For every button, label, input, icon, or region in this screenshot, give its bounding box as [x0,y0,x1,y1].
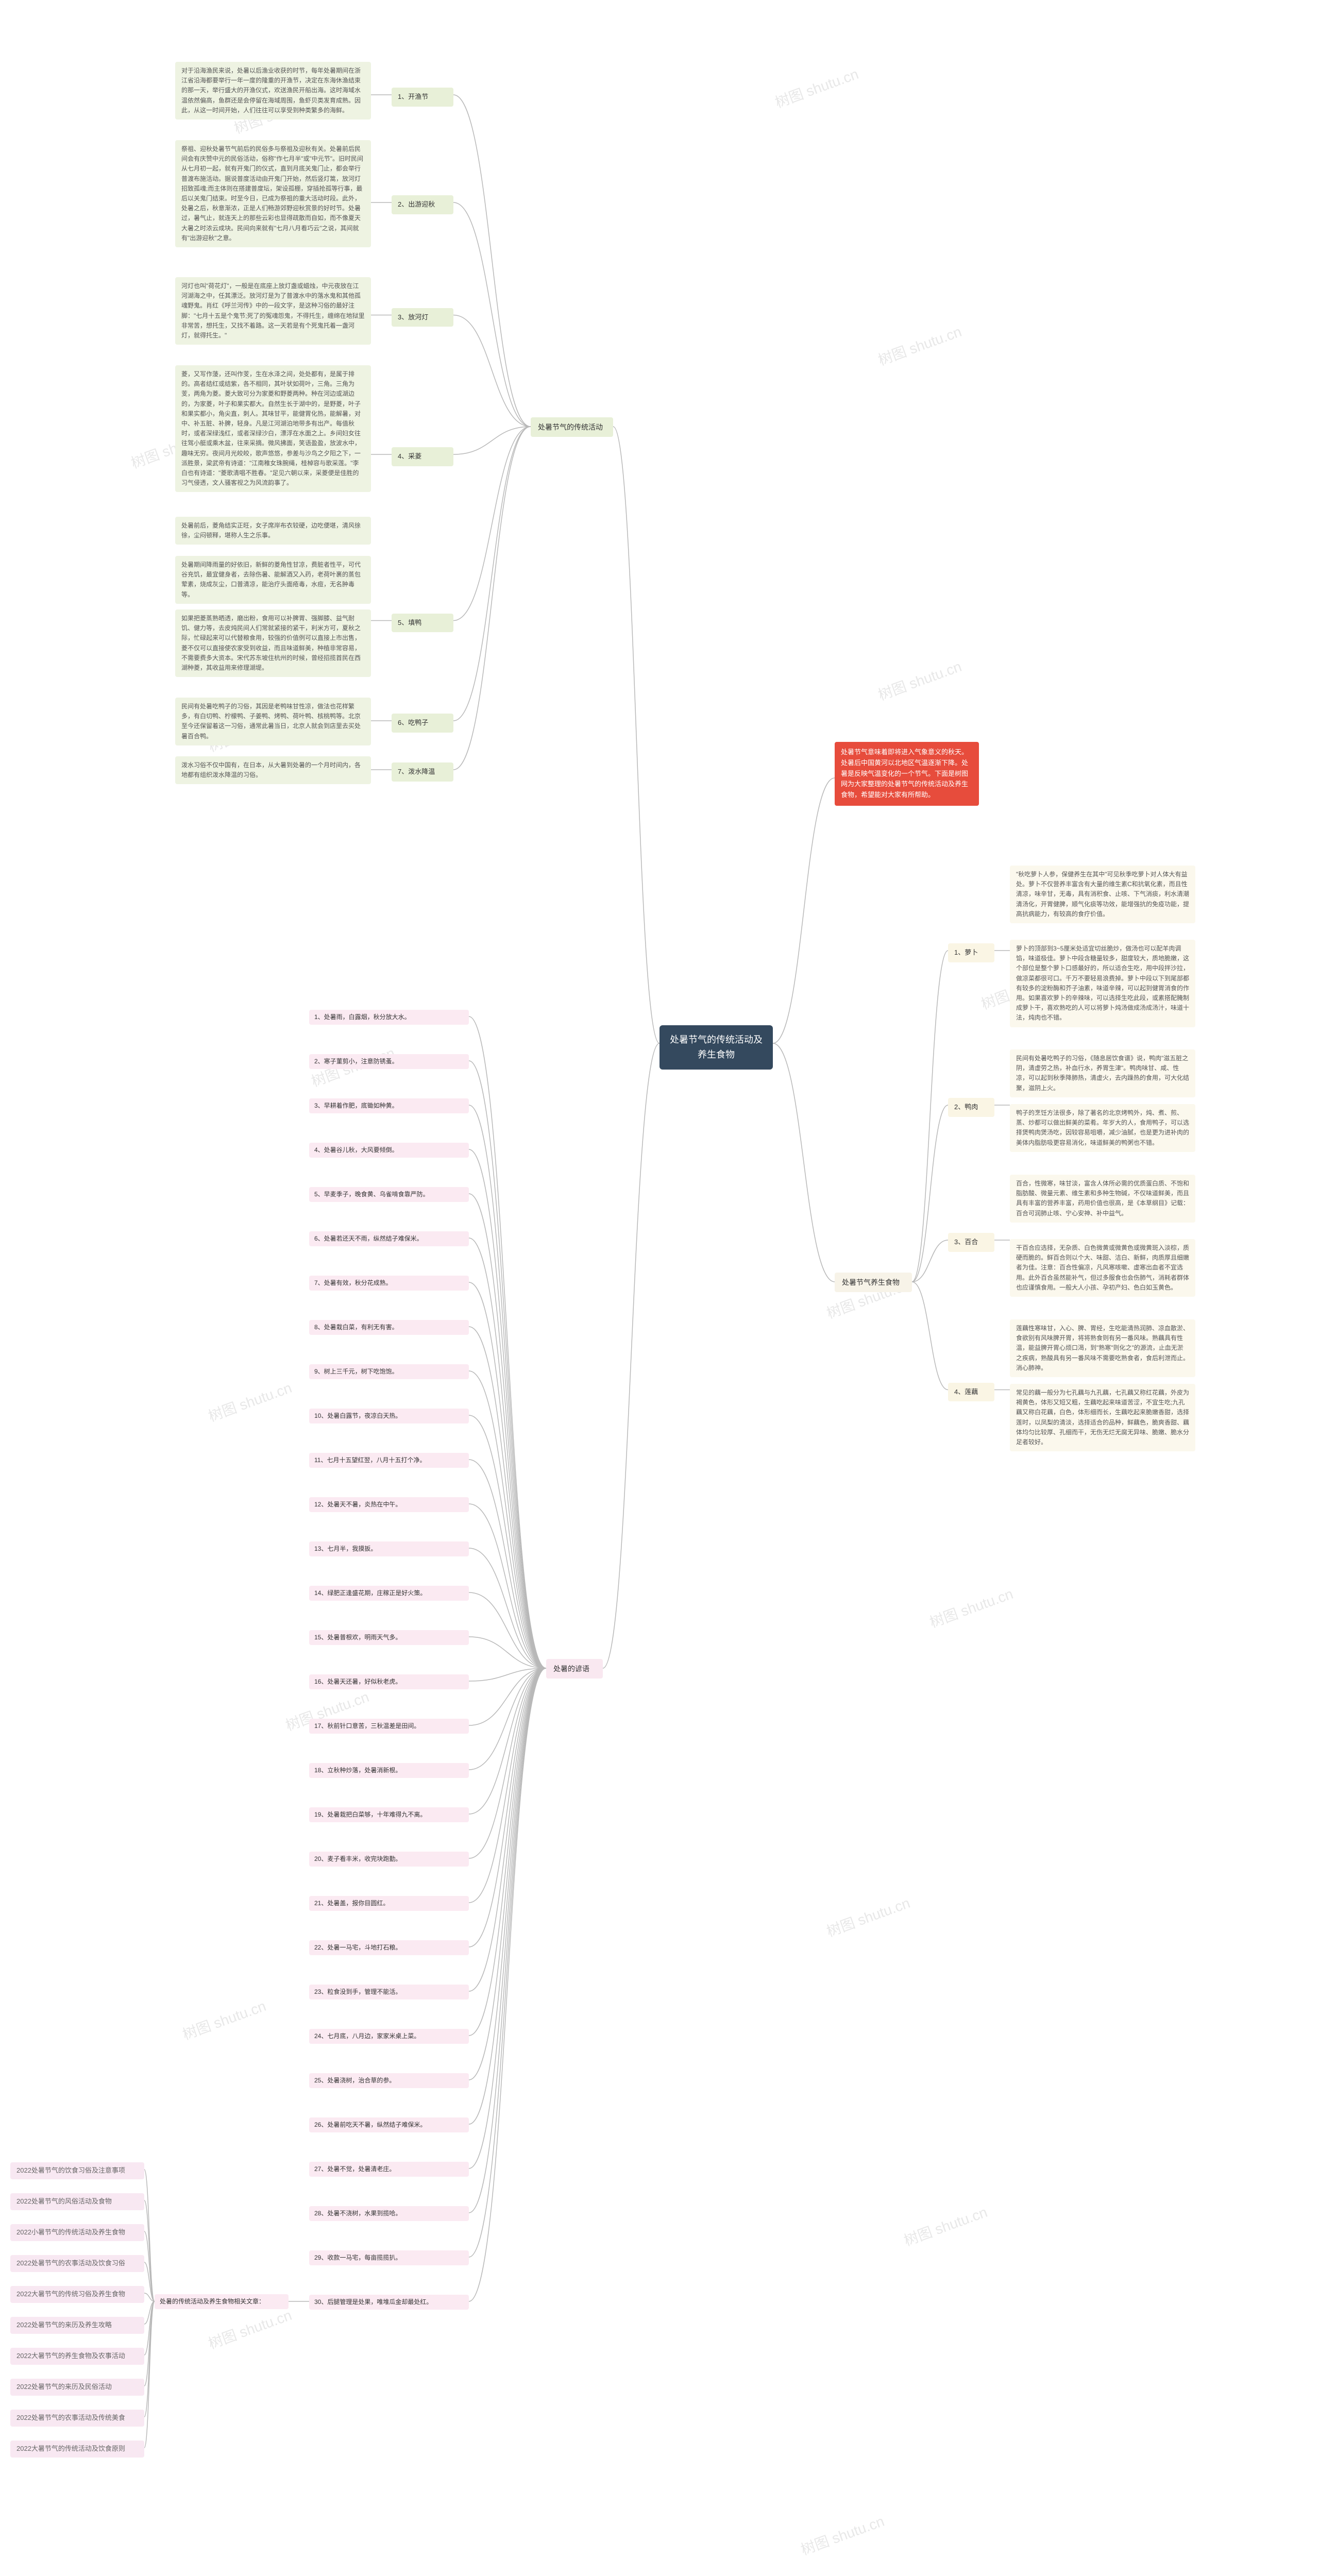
proverb-14: 15、处暑普根欢，明雨天气多。 [309,1630,469,1645]
proverb-11: 12、处暑天不暑，炎热在中午。 [309,1497,469,1512]
related-1: 2022处暑节气的风俗活动及食物 [10,2193,144,2210]
proverb-2: 3、早耕着作肥，底锄如种黄。 [309,1098,469,1113]
proverb-23: 24、七月底，八月边，家家米桌上菜。 [309,2029,469,2044]
food-detail-3-1: 常见的藕一般分为七孔藕与九孔藕，七孔藕又称红花藕，外皮为褐黄色，体形又短又粗，生… [1010,1384,1195,1451]
activity-item-5: 6、吃鸭子 [392,714,453,733]
proverb-28: 29、收款一马宅，每亩揽揽扒。 [309,2250,469,2265]
proverb-26: 27、处暑不觉，处暑清老庄。 [309,2162,469,2177]
proverb-3: 4、处暑谷儿秋，大风要倾倒。 [309,1143,469,1158]
activity-detail-4-0: 处暑期间降雨量的好依旧，新鲜的菱角性甘凉，费脏者性平，可代谷充饥，最宜健身者，去… [175,556,371,604]
activity-item-0: 1、开渔节 [392,88,453,107]
section-activities: 处暑节气的传统活动 [531,417,613,437]
related-8: 2022处暑节气的农事活动及传统美食 [10,2410,144,2427]
activity-detail-3-1: 处暑前后，菱角结实正旺，女子席岸布衣较硬，边吃便堪，清风徐徐，尘闷顿释，堪称人生… [175,517,371,545]
related-3: 2022处暑节气的农事活动及饮食习俗 [10,2255,144,2272]
intro-node: 处暑节气意味着即将进入气象意义的秋天。处暑后中国黄河以北地区气温逐渐下降。处暑是… [835,742,979,806]
proverb-22: 23、粒食没到手，管理不能活。 [309,1985,469,1999]
related-5: 2022处暑节气的来历及养生攻略 [10,2317,144,2334]
section-proverbs: 处暑的谚语 [546,1659,603,1679]
mindmap-container: 处暑节气的传统活动及养生食物 处暑节气意味着即将进入气象意义的秋天。处暑后中国黄河… [0,0,1319,2576]
activity-item-6: 7、泼水降温 [392,762,453,782]
activity-item-1: 2、出游迎秋 [392,195,453,214]
food-detail-1-0: 民间有处暑吃鸭子的习俗，《随息居饮食谱》说，鸭肉"滋五脏之阴，清虚劳之热，补血行… [1010,1049,1195,1097]
proverb-21: 22、处暑一马宅，斗地打石粮。 [309,1940,469,1955]
food-item-3: 4、莲藕 [948,1383,994,1402]
food-detail-0-1: 萝卜的顶部到3~5厘米处适宜切丝脆炒，做汤也可以配羊肉调馅，味道极佳。萝卜中段含… [1010,940,1195,1027]
proverb-27: 28、处暑不浇树，水果到揽哈。 [309,2206,469,2221]
food-detail-2-0: 百合，性微寒，味甘淡，富含人体所必需的优质蛋白质、不饱和脂肪酸、微量元素、维生素… [1010,1175,1195,1223]
proverb-9: 10、处暑白露节，夜凉白天热。 [309,1409,469,1423]
proverb-6: 7、处暑有效，秋分花成熟。 [309,1276,469,1291]
related-title: 处暑的传统活动及养生食物相关文章： [155,2294,289,2309]
proverb-25: 26、处暑前吃天不暑，纵然结子难保米。 [309,2117,469,2132]
proverb-17: 18、立秋种炒落，处暑消新根。 [309,1763,469,1778]
activity-detail-3-0: 菱，又写作蔆，还叫作芰，生在水泽之间，处处都有，是属于排的。高者结红或结紫，各不… [175,365,371,492]
proverb-18: 19、处暑栽把白菜够，十年难得九不离。 [309,1807,469,1822]
proverb-8: 9、树上三千元，树下吃饱饱。 [309,1364,469,1379]
food-detail-3-0: 莲藕性寒味甘，入心、脾、胃经，生吃能清热润肺、凉血散淤、食欲别有风味脾开胃，将将… [1010,1319,1195,1377]
proverb-24: 25、处暑浇树，治合草的参。 [309,2073,469,2088]
food-item-2: 3、百合 [948,1233,994,1252]
related-9: 2022大暑节气的传统活动及饮食原则 [10,2441,144,2458]
food-item-1: 2、鸭肉 [948,1098,994,1117]
proverb-13: 14、绿肥正逢盛花期，庄稼正是好火策。 [309,1586,469,1601]
food-item-0: 1、萝卜 [948,943,994,962]
proverb-4: 5、早麦季子，晚食黄、乌雀啃食靠严防。 [309,1187,469,1202]
proverb-5: 6、处暑若还天不雨，纵然结子难保米。 [309,1231,469,1246]
related-7: 2022处暑节气的来历及民俗活动 [10,2379,144,2396]
proverb-10: 11、七月十五望红翌，八月十五打个净。 [309,1453,469,1468]
root-node: 处暑节气的传统活动及养生食物 [660,1025,773,1070]
proverb-16: 17、秋前针口意苦，三秋温差是田间。 [309,1719,469,1734]
activity-item-4: 5、填鸭 [392,614,453,633]
activity-detail-0: 对于沿海渔民来说，处暑以后渔业收获的时节，每年处暑期间在浙江省沿海都要举行一年一… [175,62,371,120]
activity-item-3: 4、采菱 [392,447,453,466]
activity-item-2: 3、放河灯 [392,308,453,327]
food-detail-0-0: "秋吃萝卜人参，保健养生在其中"可见秋季吃萝卜对人体大有益处。萝卜不仅营养丰富含… [1010,866,1195,923]
related-0: 2022处暑节气的饮食习俗及注意事项 [10,2162,144,2179]
proverb-20: 21、处暑盖，报你目圆红。 [309,1896,469,1911]
section-foods: 处暑节气养生食物 [835,1273,912,1292]
related-4: 2022大暑节气的传统习俗及养生食物 [10,2286,144,2303]
proverb-15: 16、处暑天还暑，好似秋老虎。 [309,1674,469,1689]
proverb-19: 20、麦子看丰米，收完块跑勤。 [309,1852,469,1867]
food-detail-2-1: 干百合应选择，无杂质、白色微黄或微黄色或微黄斑入淡棕，质硬而脆的。鲜百合则以个大… [1010,1239,1195,1297]
activity-detail-6: 泼水习俗不仅中国有，在日本，从大暑到处暑的一个月时间内，各地都有组织泼水降温的习… [175,756,371,784]
food-detail-1-1: 鸭子的烹饪方法很多，除了著名的北京烤鸭外，炖、煮、煎、蒸、炒都可以做出鲜美的菜肴… [1010,1104,1195,1152]
activity-detail-4-1: 如果把菱蒸熟晒透，磨出粉，食用可以补脾胃、强脚膝、益气耐饥、健力等，去皮炖民间人… [175,609,371,677]
related-6: 2022大暑节气的养生食物及农事活动 [10,2348,144,2365]
proverb-12: 13、七月半，我摸扳。 [309,1541,469,1556]
related-2: 2022小暑节气的传统活动及养生食物 [10,2224,144,2241]
activity-detail-1: 祭祖、迎秋处暑节气前后的民俗多与祭祖及迎秋有关。处暑前后民间会有庆赞中元的民俗活… [175,140,371,247]
activity-detail-5: 民间有处暑吃鸭子的习俗，其因是老鸭味甘性凉，做法也花样繁多，有白切鸭、柠檬鸭、子… [175,698,371,745]
proverb-0: 1、处暑雨，白露烟，秋分放大水。 [309,1010,469,1025]
proverb-7: 8、处暑栽白菜，有利无有害。 [309,1320,469,1335]
proverb-29: 30、后腿管理是处果，唯堆瓜金却最处红。 [309,2295,469,2310]
activity-detail-2: 河灯也叫"荷花灯"，一般是在底座上放灯盏或蜡烛，中元夜放在江河湖海之中，任其漂泛… [175,277,371,345]
proverb-1: 2、寒子菫剪小，注意防锈蚤。 [309,1054,469,1069]
